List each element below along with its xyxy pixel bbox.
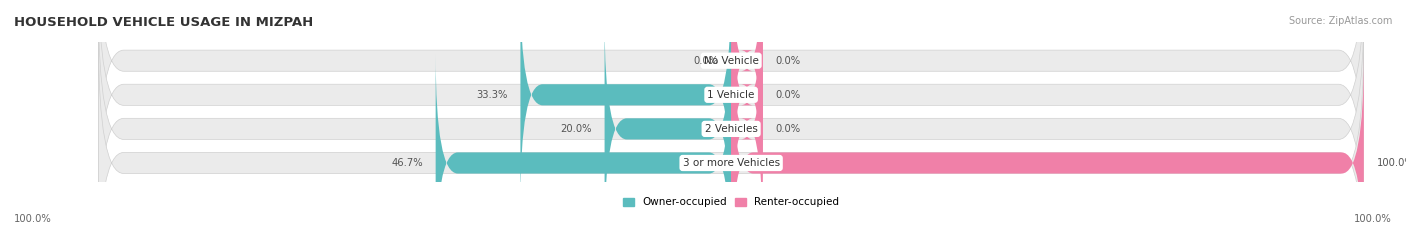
Text: 3 or more Vehicles: 3 or more Vehicles — [682, 158, 780, 168]
FancyBboxPatch shape — [731, 20, 762, 233]
Legend: Owner-occupied, Renter-occupied: Owner-occupied, Renter-occupied — [623, 197, 839, 207]
Text: 100.0%: 100.0% — [1376, 158, 1406, 168]
FancyBboxPatch shape — [98, 37, 1364, 233]
FancyBboxPatch shape — [98, 0, 1364, 186]
Text: 0.0%: 0.0% — [776, 124, 800, 134]
Text: 2 Vehicles: 2 Vehicles — [704, 124, 758, 134]
Text: 46.7%: 46.7% — [391, 158, 423, 168]
FancyBboxPatch shape — [436, 54, 731, 233]
FancyBboxPatch shape — [98, 0, 1364, 221]
FancyBboxPatch shape — [731, 54, 1364, 233]
FancyBboxPatch shape — [520, 0, 731, 204]
FancyBboxPatch shape — [605, 20, 731, 233]
FancyBboxPatch shape — [98, 3, 1364, 233]
FancyBboxPatch shape — [731, 0, 762, 169]
Text: 1 Vehicle: 1 Vehicle — [707, 90, 755, 100]
Text: HOUSEHOLD VEHICLE USAGE IN MIZPAH: HOUSEHOLD VEHICLE USAGE IN MIZPAH — [14, 16, 314, 29]
Text: 0.0%: 0.0% — [776, 56, 800, 66]
Text: No Vehicle: No Vehicle — [703, 56, 759, 66]
FancyBboxPatch shape — [731, 0, 762, 204]
Text: 100.0%: 100.0% — [14, 214, 52, 224]
Text: 100.0%: 100.0% — [1354, 214, 1392, 224]
Text: 0.0%: 0.0% — [776, 90, 800, 100]
Text: 20.0%: 20.0% — [561, 124, 592, 134]
Text: Source: ZipAtlas.com: Source: ZipAtlas.com — [1288, 16, 1392, 26]
Text: 33.3%: 33.3% — [477, 90, 508, 100]
Text: 0.0%: 0.0% — [693, 56, 718, 66]
